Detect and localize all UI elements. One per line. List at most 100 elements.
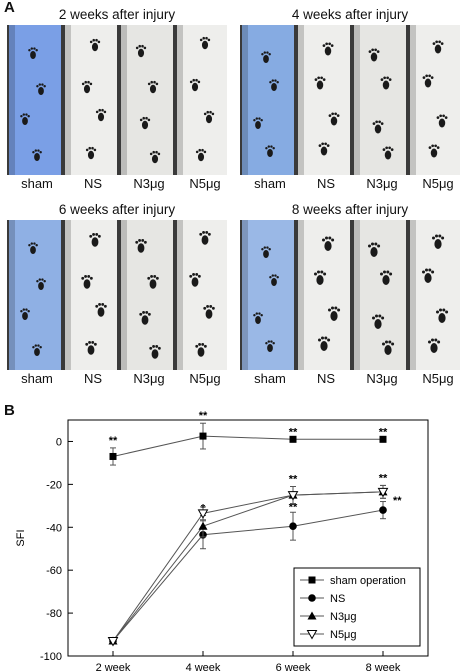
y-tick-label: -20 xyxy=(46,479,62,491)
plot-frame xyxy=(67,419,429,657)
data-point xyxy=(198,521,208,530)
footprint-strip-1 xyxy=(298,25,350,175)
footprint-strips-image xyxy=(240,25,460,175)
x-tick-label: 8 week xyxy=(366,662,401,672)
group-label: N3μg xyxy=(133,371,165,386)
group-label: sham xyxy=(21,371,53,386)
group-label: NS xyxy=(83,176,103,191)
panel-title: 6 weeks after injury xyxy=(58,202,176,217)
data-point xyxy=(107,636,119,647)
photo-panel-4-weeks: 4 weeks after injury sham NS N3μg N5μg xyxy=(240,5,460,195)
legend-item: N5μg xyxy=(300,629,357,641)
footprint-strips-image xyxy=(7,25,227,175)
y-tick-label: 0 xyxy=(56,436,62,448)
group-label: N5μg xyxy=(189,371,221,386)
panel-title: 2 weeks after injury xyxy=(58,7,176,22)
footprint-strip-0 xyxy=(242,25,294,175)
photo-panel-8-weeks: 8 weeks after injury sham NS N3μg N5μg xyxy=(240,200,460,390)
group-label: N5μg xyxy=(422,371,454,386)
data-point xyxy=(379,435,387,443)
data-point xyxy=(379,506,387,514)
significance-mark: ** xyxy=(289,501,298,513)
significance-mark: ** xyxy=(109,435,118,447)
footprint-strip-3 xyxy=(410,25,460,175)
legend-label: N3μg xyxy=(330,611,357,623)
legend-label: N5μg xyxy=(330,629,357,641)
footprint-strip-2 xyxy=(354,25,406,175)
y-tick-label: -80 xyxy=(46,608,62,620)
group-label: NS xyxy=(316,176,336,191)
data-point xyxy=(289,435,297,443)
footprint-strip-3 xyxy=(177,220,227,370)
significance-mark: ** xyxy=(379,472,388,484)
group-label: sham xyxy=(254,176,286,191)
legend-item: N3μg xyxy=(300,611,357,623)
group-labels: sham NS N3μg N5μg xyxy=(240,176,460,194)
sfi-line-chart: 0 -20 -40 -60 -80 -100 2 week 4 week 6 week 8 wee… xyxy=(15,410,429,672)
y-tick-label: -60 xyxy=(46,565,62,577)
group-label: NS xyxy=(83,371,103,386)
panel-title: 4 weeks after injury xyxy=(291,7,409,22)
group-label: N3μg xyxy=(366,176,398,191)
data-point xyxy=(289,522,297,530)
y-tick-label: -100 xyxy=(40,651,62,663)
data-point xyxy=(377,487,389,498)
y-axis-label: SFI xyxy=(15,529,27,546)
group-label: sham xyxy=(254,371,286,386)
group-label: N3μg xyxy=(366,371,398,386)
legend-item: sham operation xyxy=(300,575,406,587)
footprint-strip-3 xyxy=(410,220,460,370)
panel-title: 8 weeks after injury xyxy=(291,202,409,217)
footprint-strip-1 xyxy=(298,220,350,370)
legend-item: NS xyxy=(300,593,345,605)
panel-a-label: A xyxy=(4,0,15,16)
series-line xyxy=(112,509,384,642)
series-line xyxy=(112,435,383,457)
data-point xyxy=(287,491,299,501)
footprint-strip-3 xyxy=(177,25,227,175)
group-label: NS xyxy=(316,371,336,386)
significance-mark: ** xyxy=(289,426,298,438)
data-point xyxy=(109,452,117,460)
legend-label: sham operation xyxy=(330,575,406,587)
photo-panel-6-weeks: 6 weeks after injury sham NS N3μg N5μg xyxy=(7,200,227,390)
y-tick-label: -40 xyxy=(46,522,62,534)
photo-panel-2-weeks: 2 weeks after injury sham NS N3μg N5μg xyxy=(7,5,227,195)
footprint-strip-0 xyxy=(242,220,294,370)
legend-marker xyxy=(308,594,316,602)
panel-b-label: B xyxy=(4,402,15,419)
significance-mark: ** xyxy=(379,426,388,438)
series-line xyxy=(112,491,384,642)
footprint-strips-image xyxy=(240,220,460,370)
group-label: sham xyxy=(21,176,53,191)
significance-mark: ** xyxy=(393,495,402,507)
data-point xyxy=(197,509,209,519)
footprint-strip-0 xyxy=(9,220,61,370)
significance-mark: ** xyxy=(289,474,298,486)
footprint-strip-1 xyxy=(65,25,117,175)
x-tick-label: 4 week xyxy=(186,662,221,672)
group-labels: sham NS N3μg N5μg xyxy=(7,176,227,194)
footprint-strip-2 xyxy=(121,25,173,175)
group-labels: sham NS N3μg N5μg xyxy=(7,371,227,389)
group-label: N5μg xyxy=(422,176,454,191)
group-label: N5μg xyxy=(189,176,221,191)
footprint-strips-image xyxy=(7,220,227,370)
series-3: ** ** xyxy=(107,472,389,647)
footprint-strip-0 xyxy=(9,25,61,175)
footprint-strip-1 xyxy=(65,220,117,370)
legend-marker xyxy=(306,630,318,640)
x-tick-label: 2 week xyxy=(96,662,131,672)
footprint-strip-2 xyxy=(121,220,173,370)
legend-marker xyxy=(307,611,317,620)
series-0: ** ** ** ** xyxy=(109,410,388,466)
significance-mark: ** xyxy=(199,410,208,422)
chart-legend: sham operation NS N3μg N5μg xyxy=(293,567,421,647)
legend-marker xyxy=(308,576,316,584)
chart-axes: 0 -20 -40 -60 -80 -100 2 week 4 week 6 week 8 wee… xyxy=(15,419,429,672)
legend-label: NS xyxy=(330,593,345,605)
x-tick-label: 6 week xyxy=(276,662,311,672)
group-labels: sham NS N3μg N5μg xyxy=(240,371,460,389)
data-point xyxy=(199,432,207,440)
chart-series: ***************** xyxy=(107,410,402,647)
